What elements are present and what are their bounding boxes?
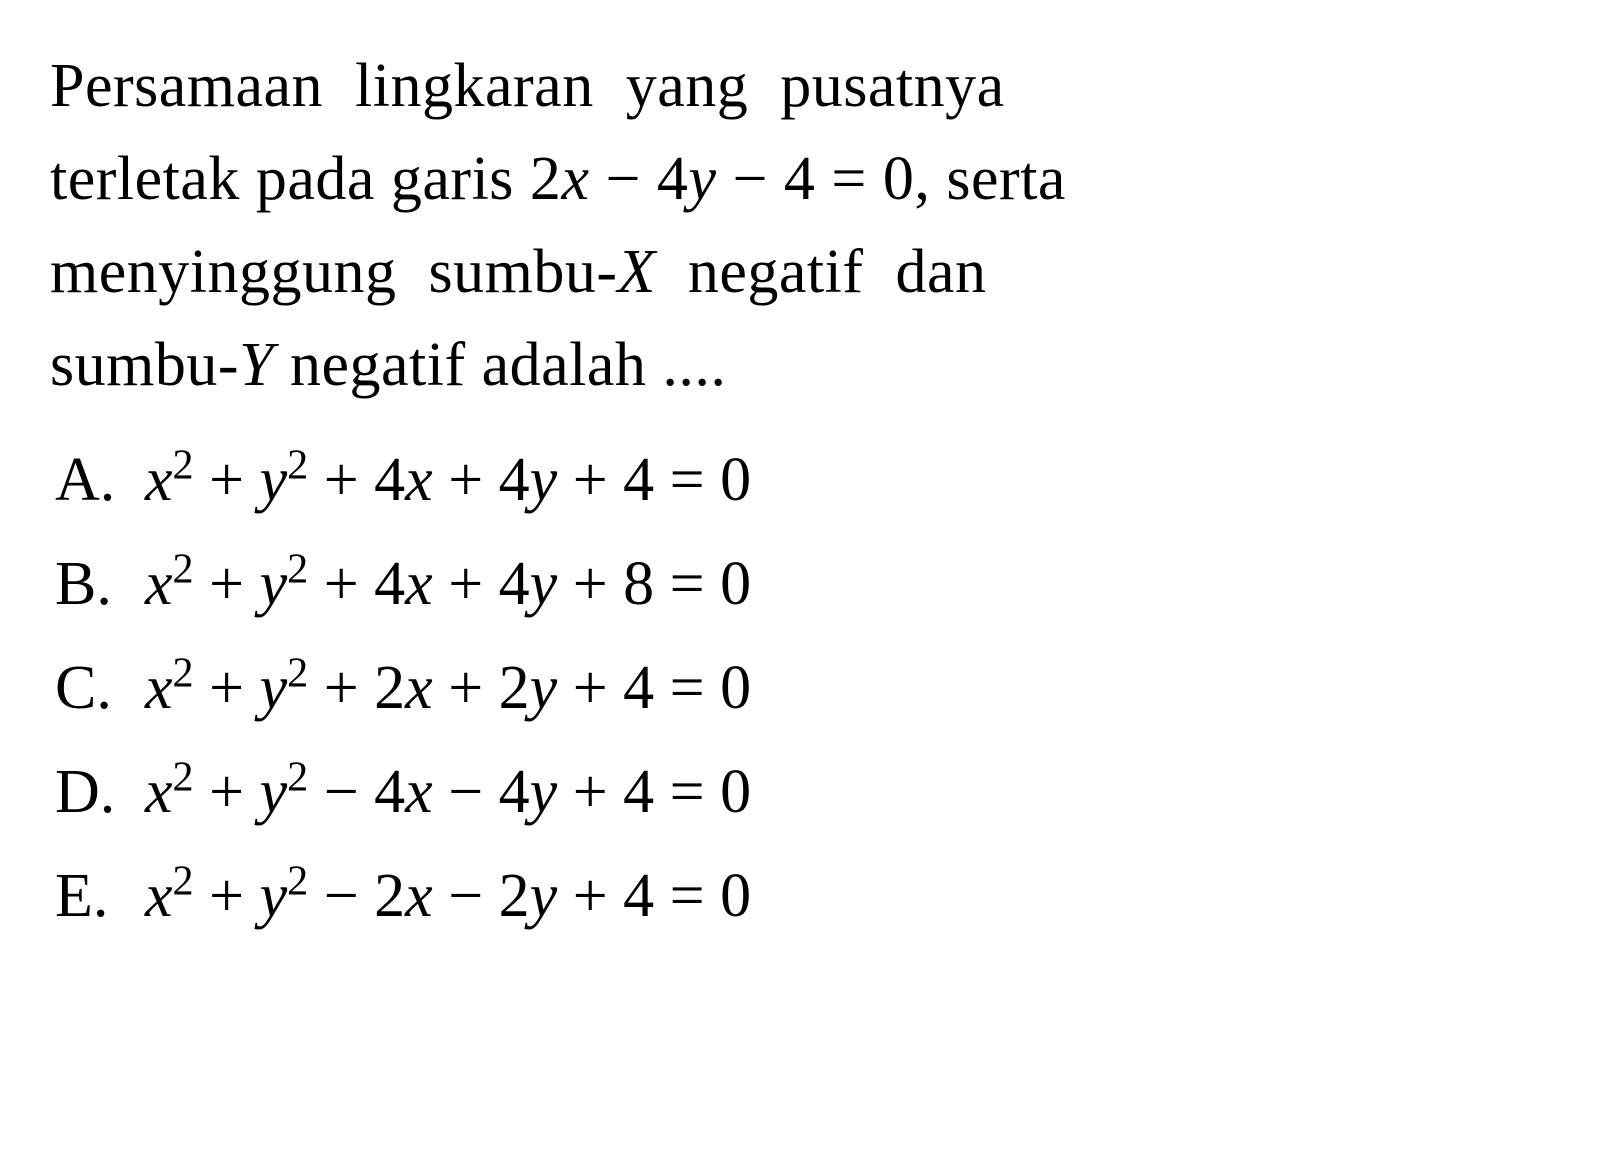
option-d-label: D. xyxy=(50,744,145,840)
option-d: D. x2 + y2 − 4x − 4y + 4 = 0 xyxy=(50,744,1550,840)
option-c: C. x2 + y2 + 2x + 2y + 4 = 0 xyxy=(50,640,1550,736)
question-line3: menyinggung sumbu-X negatif dan xyxy=(50,238,987,306)
option-c-label: C. xyxy=(50,640,145,736)
question-line2: terletak pada garis 2x − 4y − 4 = 0, ser… xyxy=(50,145,1066,213)
question-line1: Persamaan lingkaran yang pusatnya xyxy=(50,52,1005,120)
option-e-label: E. xyxy=(50,848,145,944)
options-list: A. x2 + y2 + 4x + 4y + 4 = 0 B. x2 + y2 … xyxy=(50,432,1550,944)
question-line4: sumbu-Y negatif adalah .... xyxy=(50,331,726,399)
option-a: A. x2 + y2 + 4x + 4y + 4 = 0 xyxy=(50,432,1550,528)
option-c-formula: x2 + y2 + 2x + 2y + 4 = 0 xyxy=(145,640,751,736)
option-a-formula: x2 + y2 + 4x + 4y + 4 = 0 xyxy=(145,432,751,528)
option-b: B. x2 + y2 + 4x + 4y + 8 = 0 xyxy=(50,536,1550,632)
option-e-formula: x2 + y2 − 2x − 2y + 4 = 0 xyxy=(145,848,751,944)
option-b-label: B. xyxy=(50,536,145,632)
option-a-label: A. xyxy=(50,432,145,528)
option-b-formula: x2 + y2 + 4x + 4y + 8 = 0 xyxy=(145,536,751,632)
option-e: E. x2 + y2 − 2x − 2y + 4 = 0 xyxy=(50,848,1550,944)
option-d-formula: x2 + y2 − 4x − 4y + 4 = 0 xyxy=(145,744,751,840)
question-text: Persamaan lingkaran yang pusatnya terlet… xyxy=(50,40,1550,412)
